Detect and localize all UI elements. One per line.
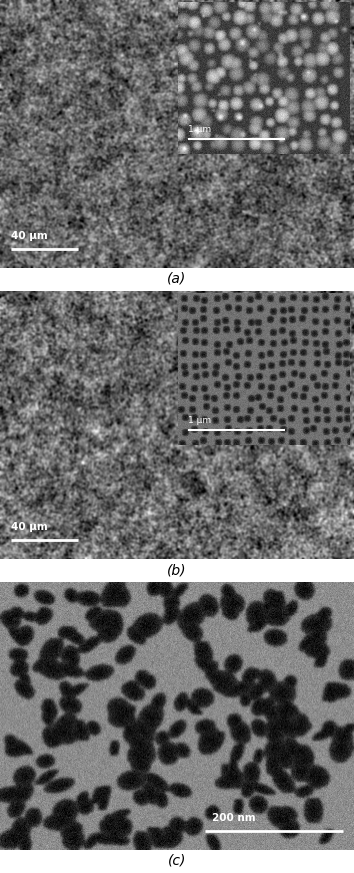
Text: 1 μm: 1 μm [188, 125, 211, 134]
Text: 1 μm: 1 μm [188, 416, 211, 425]
Text: 40 μm: 40 μm [11, 522, 47, 533]
Text: (a): (a) [167, 272, 187, 286]
Text: 200 nm: 200 nm [212, 814, 256, 823]
Text: 40 μm: 40 μm [11, 231, 47, 241]
Text: (b): (b) [167, 563, 187, 577]
Text: (c): (c) [168, 854, 186, 868]
